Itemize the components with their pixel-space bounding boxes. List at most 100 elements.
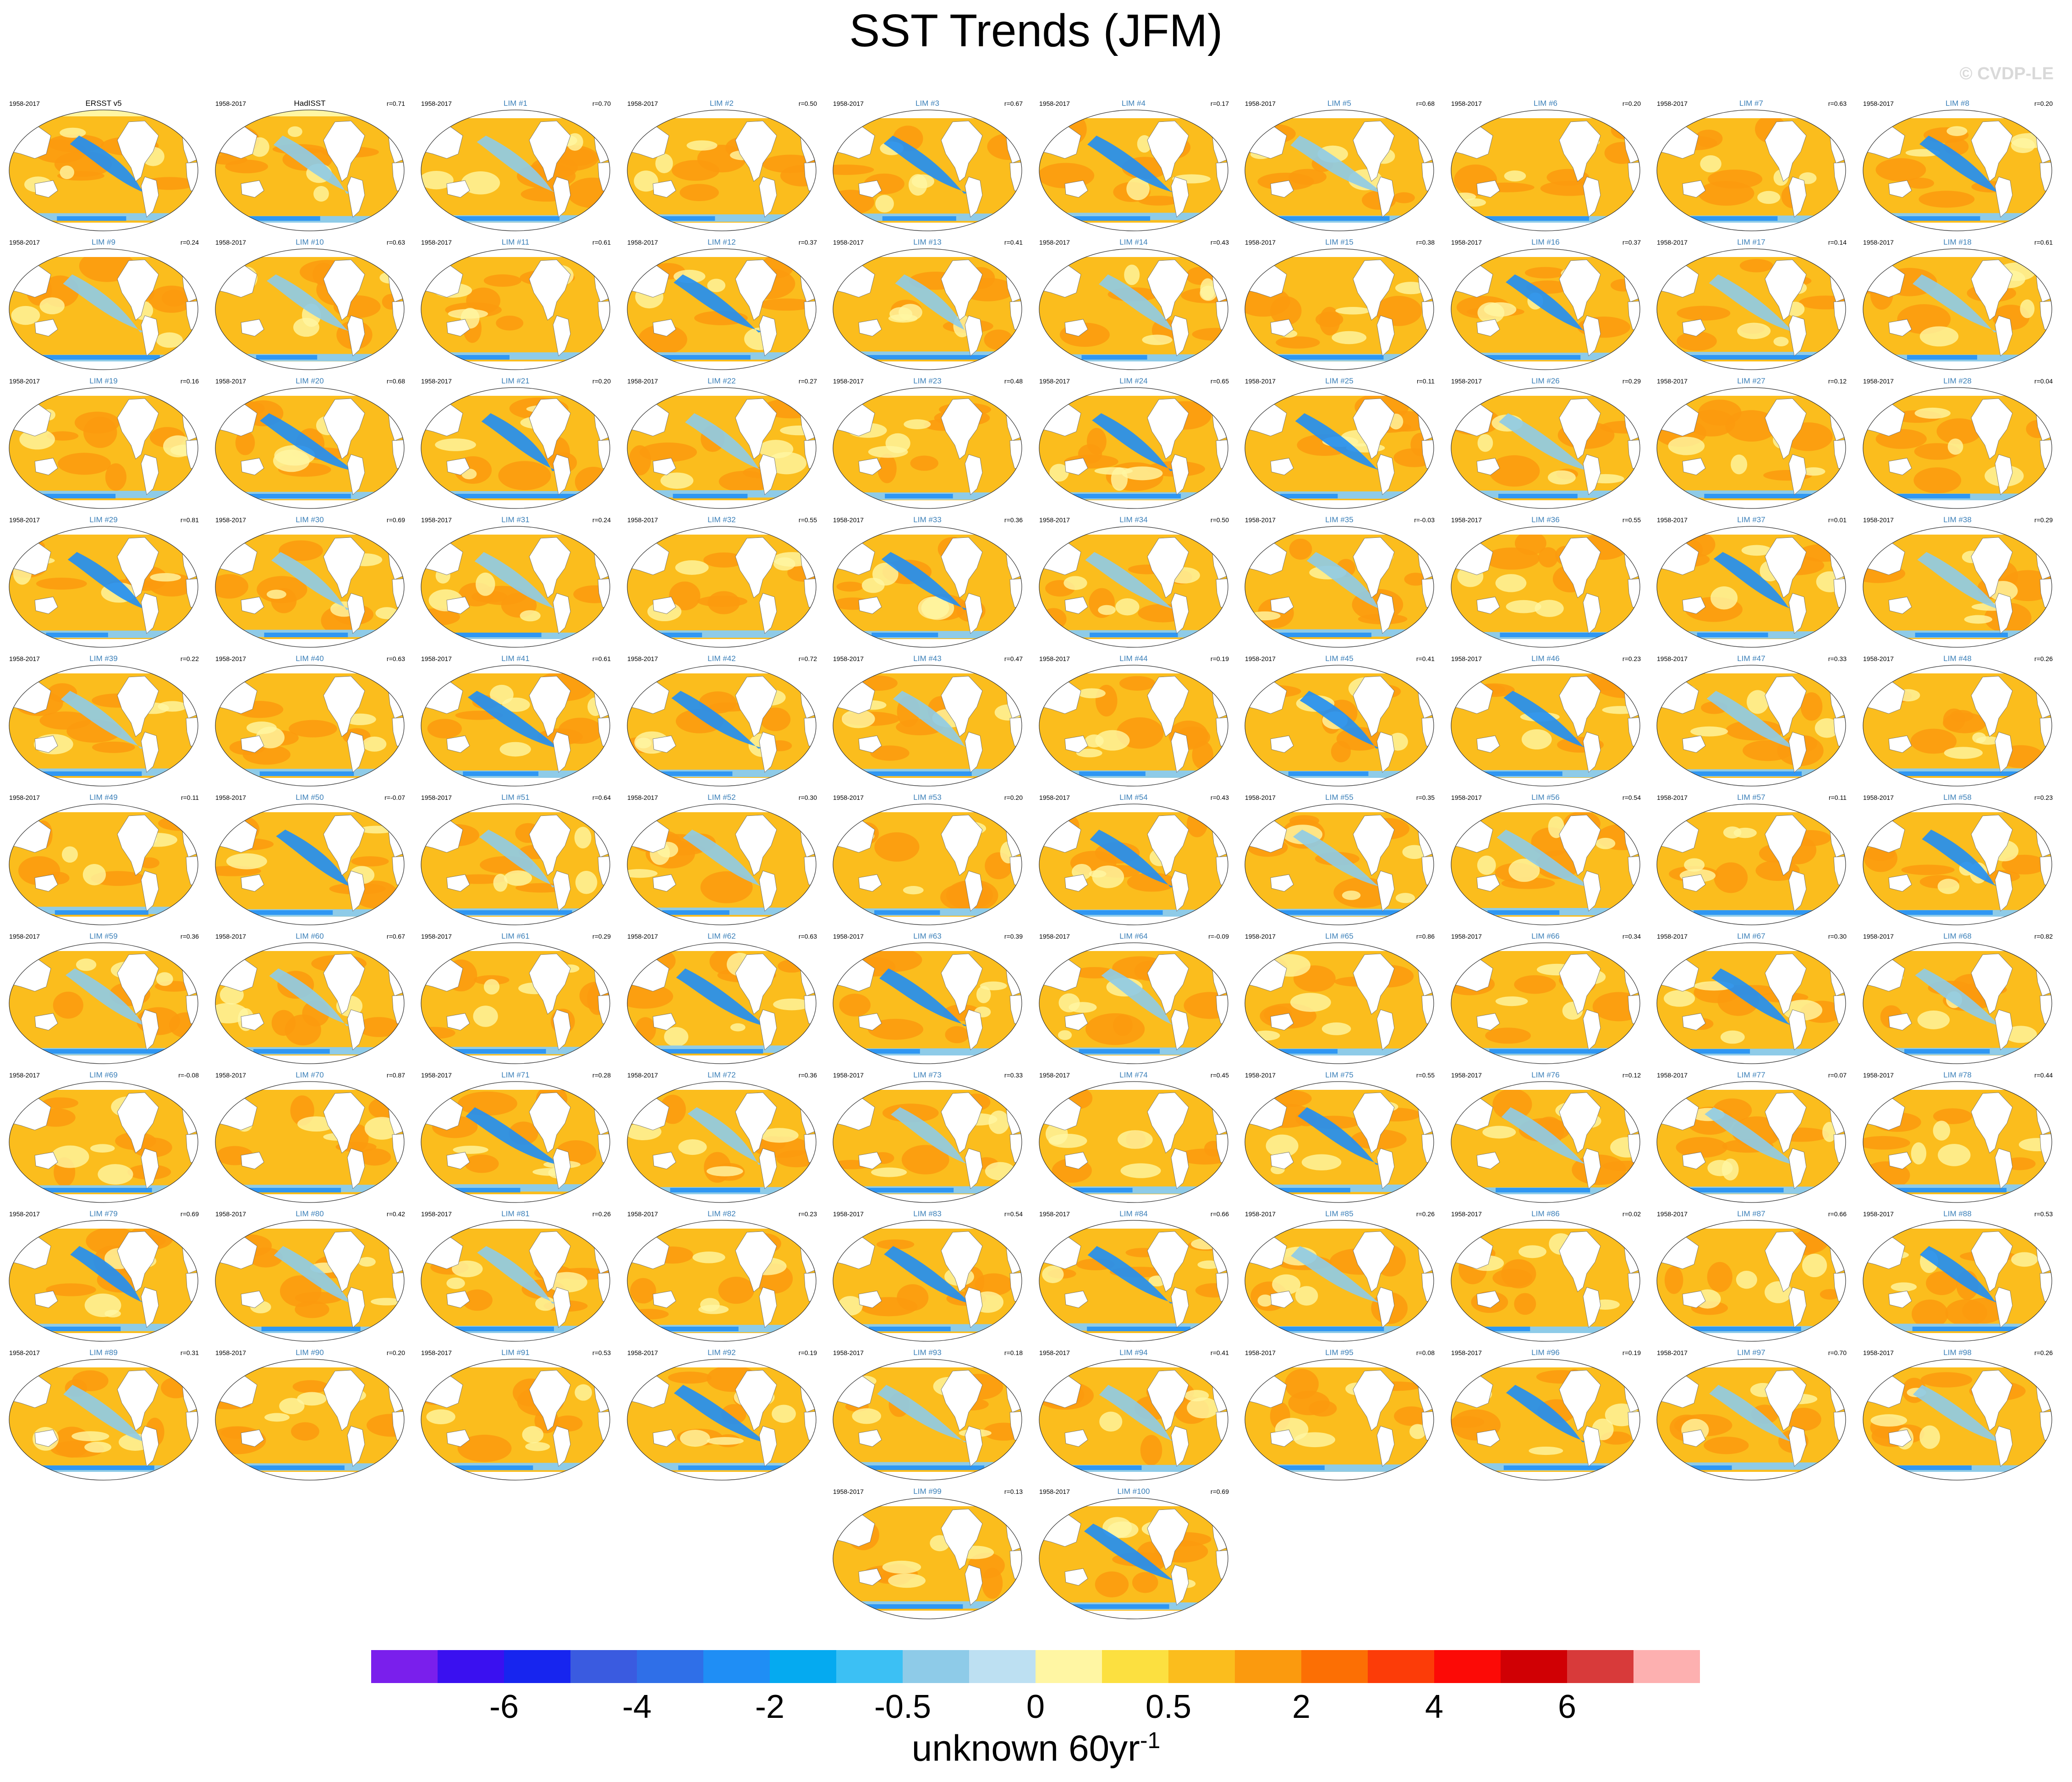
panel-title: LIM #28 <box>1943 377 1972 385</box>
sst-trend-map <box>1863 1359 2052 1481</box>
map-panel: 1958-2017 LIM #17 r=0.14 <box>1650 237 1852 374</box>
panel-pattern-correlation: r=0.65 <box>1210 377 1229 385</box>
panel-period: 1958-2017 <box>1245 377 1276 385</box>
sst-trend-map <box>1863 526 2052 648</box>
panel-title: LIM #57 <box>1737 793 1765 802</box>
sst-trend-map <box>1244 665 1434 787</box>
panel-pattern-correlation: r=0.70 <box>592 100 611 107</box>
map-panel: 1958-2017 LIM #96 r=0.19 <box>1445 1347 1646 1485</box>
panel-period: 1958-2017 <box>215 1349 246 1356</box>
panel-title: LIM #100 <box>1117 1487 1150 1496</box>
panel-title: LIM #20 <box>296 377 324 385</box>
map-panel: 1958-2017 LIM #52 r=0.30 <box>621 792 822 929</box>
panel-title: LIM #38 <box>1943 515 1972 524</box>
panel-period: 1958-2017 <box>627 516 658 524</box>
map-panel: 1958-2017 LIM #43 r=0.47 <box>827 653 1028 791</box>
panel-title: LIM #68 <box>1943 932 1972 940</box>
map-panel: 1958-2017 LIM #70 r=0.87 <box>209 1070 411 1207</box>
panel-title: LIM #14 <box>1119 238 1148 246</box>
panel-pattern-correlation: r=0.67 <box>386 933 405 940</box>
panel-period: 1958-2017 <box>627 239 658 246</box>
panel-period: 1958-2017 <box>1451 1349 1482 1356</box>
map-panel: 1958-2017 LIM #6 r=0.20 <box>1445 98 1646 235</box>
map-panel: 1958-2017 LIM #20 r=0.68 <box>209 376 411 513</box>
map-panel: 1958-2017 LIM #35 r=-0.03 <box>1239 514 1440 652</box>
colorbar-tick-label: 6 <box>1558 1689 1576 1722</box>
map-panel: 1958-2017 LIM #82 r=0.23 <box>621 1208 822 1346</box>
sst-trend-map <box>421 1081 610 1203</box>
panel-period: 1958-2017 <box>1863 933 1894 940</box>
sst-trend-map <box>1451 387 1640 509</box>
panel-pattern-correlation: r=0.23 <box>1622 655 1641 662</box>
sst-trend-map <box>1451 804 1640 925</box>
panel-period: 1958-2017 <box>833 100 864 107</box>
sst-trend-map <box>421 109 610 231</box>
map-panel: 1958-2017 LIM #54 r=0.43 <box>1033 792 1234 929</box>
panel-pattern-correlation: r=0.18 <box>1004 1349 1023 1356</box>
map-panel: 1958-2017 LIM #90 r=0.20 <box>209 1347 411 1485</box>
map-panel: 1958-2017 LIM #40 r=0.63 <box>209 653 411 791</box>
map-panel: 1958-2017 LIM #1 r=0.70 <box>415 98 616 235</box>
sst-trend-map <box>1656 1220 1846 1342</box>
panel-period: 1958-2017 <box>1863 100 1894 107</box>
panel-pattern-correlation: r=0.63 <box>798 933 817 940</box>
panel-period: 1958-2017 <box>1451 516 1482 524</box>
colorbar-unit-label: unknown 60yr-1 <box>0 1727 2072 1770</box>
panel-pattern-correlation: r=0.11 <box>1828 794 1847 801</box>
sst-trend-map <box>1244 387 1434 509</box>
panel-period: 1958-2017 <box>1657 1349 1688 1356</box>
panel-title: LIM #54 <box>1119 793 1148 802</box>
sst-trend-map <box>1863 387 2052 509</box>
sst-trend-map <box>627 942 817 1064</box>
panel-pattern-correlation: r=-0.07 <box>384 794 405 801</box>
colorbar-swatch <box>570 1650 637 1683</box>
panel-title: LIM #42 <box>707 654 736 663</box>
sst-trend-map <box>1656 526 1846 648</box>
panel-pattern-correlation: r=0.23 <box>2034 794 2053 801</box>
map-panel: 1958-2017 LIM #29 r=0.81 <box>3 514 204 652</box>
panel-pattern-correlation: r=0.17 <box>1210 100 1229 107</box>
sst-trend-map <box>1039 526 1228 648</box>
map-panel: 1958-2017 LIM #44 r=0.19 <box>1033 653 1234 791</box>
panel-period: 1958-2017 <box>627 100 658 107</box>
colorbar-swatch <box>504 1650 570 1683</box>
sst-trend-map <box>215 665 405 787</box>
map-panel: 1958-2017 LIM #18 r=0.61 <box>1857 237 2058 374</box>
map-panel: 1958-2017 LIM #97 r=0.70 <box>1650 1347 1852 1485</box>
panel-period: 1958-2017 <box>215 794 246 801</box>
panel-title: LIM #22 <box>707 377 736 385</box>
colorbar-swatch <box>1102 1650 1168 1683</box>
panel-pattern-correlation: r=0.55 <box>1622 516 1641 524</box>
panel-title: LIM #59 <box>89 932 118 940</box>
panel-period: 1958-2017 <box>1451 1210 1482 1218</box>
sst-trend-map <box>421 804 610 925</box>
panel-title: LIM #23 <box>913 377 942 385</box>
map-panel: 1958-2017 LIM #12 r=0.37 <box>621 237 822 374</box>
panel-pattern-correlation: r=0.20 <box>386 1349 405 1356</box>
panel-period: 1958-2017 <box>421 1071 452 1079</box>
map-panel: 1958-2017 ERSST v5 <box>3 98 204 235</box>
map-panel: 1958-2017 LIM #47 r=0.33 <box>1650 653 1852 791</box>
map-panel: 1958-2017 LIM #30 r=0.69 <box>209 514 411 652</box>
colorbar-tick-label: -4 <box>622 1689 652 1722</box>
colorbar-unit-superscript: -1 <box>1140 1727 1161 1753</box>
sst-trend-map <box>833 1081 1022 1203</box>
panel-period: 1958-2017 <box>1863 239 1894 246</box>
sst-trend-map <box>1656 109 1846 231</box>
panel-title: LIM #78 <box>1943 1071 1972 1079</box>
panel-title: LIM #92 <box>707 1348 736 1357</box>
map-panel: 1958-2017 LIM #69 r=-0.08 <box>3 1070 204 1207</box>
map-panel: 1958-2017 LIM #77 r=0.07 <box>1650 1070 1852 1207</box>
colorbar-swatch <box>1633 1650 1700 1683</box>
map-panel: 1958-2017 LIM #45 r=0.41 <box>1239 653 1440 791</box>
colorbar-swatch <box>1301 1650 1368 1683</box>
panel-pattern-correlation: r=0.02 <box>1622 1210 1641 1218</box>
panel-pattern-correlation: r=0.16 <box>180 377 199 385</box>
panel-pattern-correlation: r=0.44 <box>2034 1071 2053 1079</box>
panel-pattern-correlation: r=0.23 <box>798 1210 817 1218</box>
map-panel: 1958-2017 LIM #3 r=0.67 <box>827 98 1028 235</box>
panel-pattern-correlation: r=0.30 <box>1828 933 1847 940</box>
panel-pattern-correlation: r=0.38 <box>1416 239 1435 246</box>
panel-pattern-correlation: r=0.61 <box>592 239 611 246</box>
map-panel: 1958-2017 LIM #27 r=0.12 <box>1650 376 1852 513</box>
